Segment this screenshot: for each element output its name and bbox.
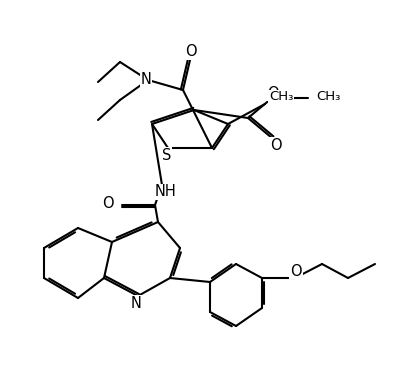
Text: O: O xyxy=(267,86,279,101)
Text: CH₃: CH₃ xyxy=(316,91,341,104)
Text: CH₃: CH₃ xyxy=(269,91,293,104)
Text: O: O xyxy=(270,137,282,152)
Text: N: N xyxy=(131,296,141,311)
Text: O: O xyxy=(290,263,302,278)
Text: O: O xyxy=(185,45,197,60)
Text: O: O xyxy=(103,197,114,212)
Text: NH: NH xyxy=(155,184,177,200)
Text: S: S xyxy=(162,147,172,162)
Text: N: N xyxy=(141,71,151,86)
